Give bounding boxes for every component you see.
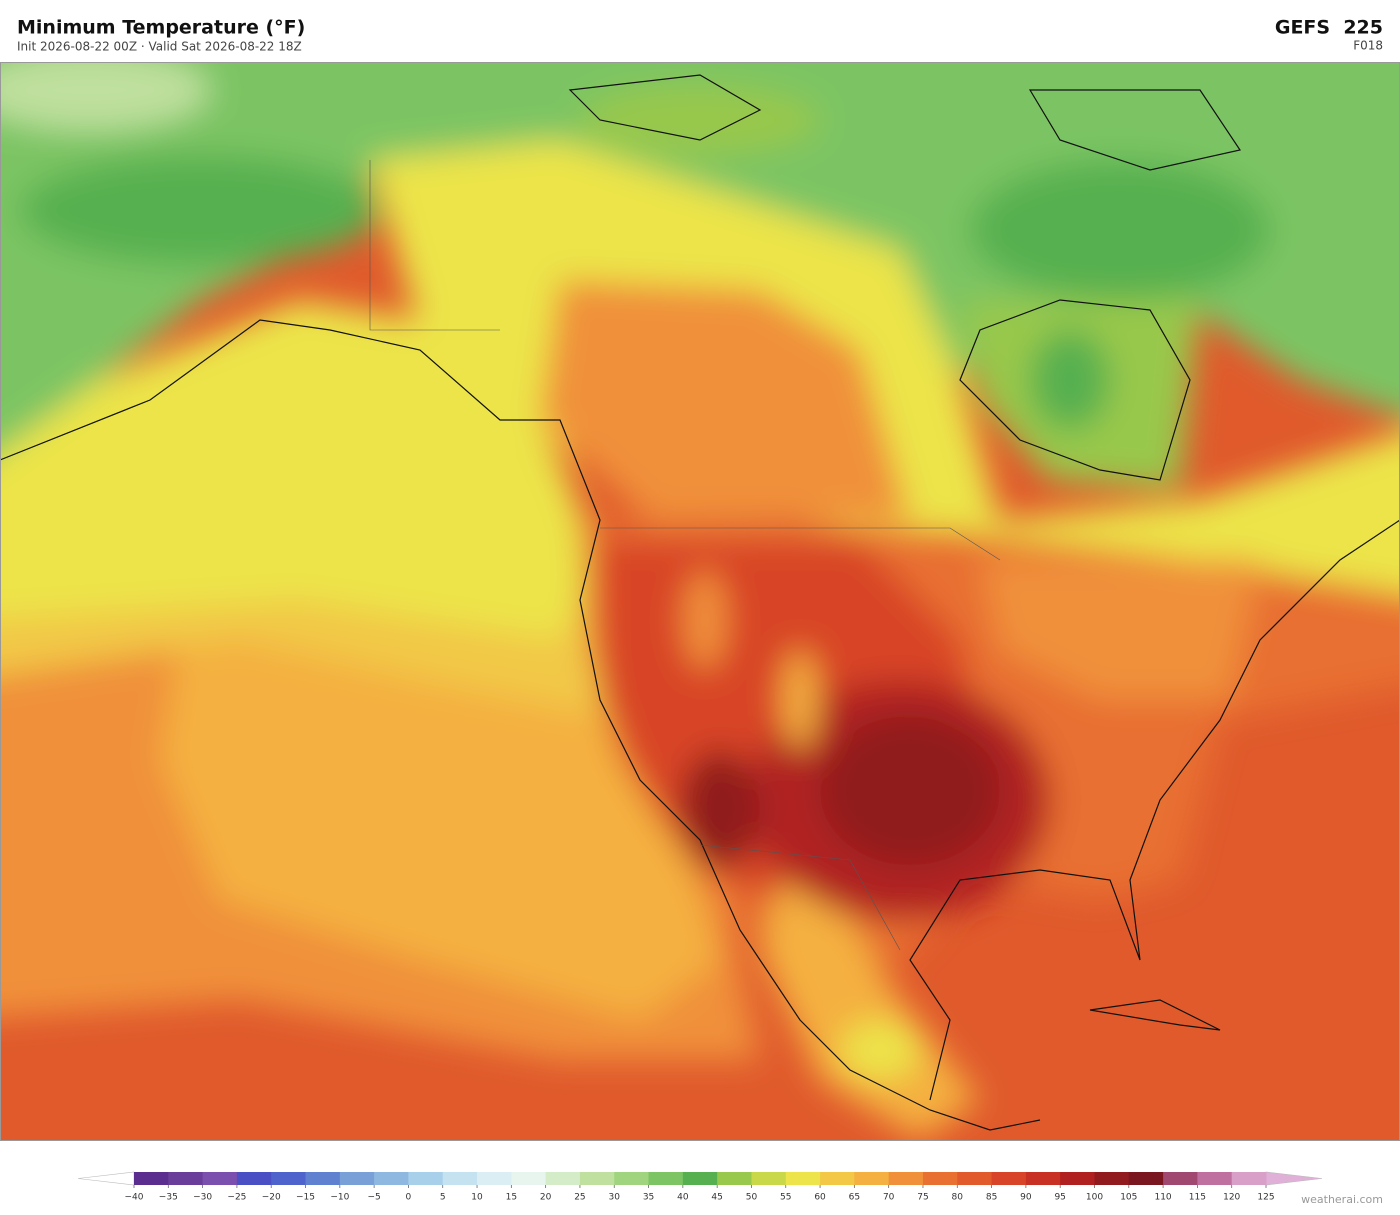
colorbar-tick-label: 5 xyxy=(440,1193,446,1203)
colorbar-tick-label: 120 xyxy=(1223,1193,1240,1203)
colorbar-segment xyxy=(545,1172,581,1185)
colorbar-tick-label: 45 xyxy=(711,1193,722,1203)
colorbar-segment xyxy=(305,1172,341,1185)
colorbar-segment xyxy=(854,1172,890,1185)
colorbar-segment xyxy=(1025,1172,1061,1185)
colorbar-segment xyxy=(477,1172,512,1185)
colorbar-extend-high xyxy=(1265,1171,1323,1186)
colorbar-segment xyxy=(1231,1172,1267,1185)
colorbar-segment xyxy=(408,1172,444,1185)
forecast-hour: F018 xyxy=(1353,39,1383,53)
title: Minimum Temperature (°F) xyxy=(17,17,305,39)
colorbar-segment xyxy=(957,1172,993,1185)
coastlines xyxy=(0,74,1400,1131)
colorbar-tick-label: 105 xyxy=(1120,1193,1137,1203)
colorbar-tick-label: 110 xyxy=(1154,1193,1171,1203)
colorbar-tick-label: 15 xyxy=(506,1193,517,1203)
colorbar-tick-label: 35 xyxy=(643,1193,654,1203)
colorbar-extend-low xyxy=(77,1171,135,1186)
colorbar-tick-label: 115 xyxy=(1189,1193,1206,1203)
colorbar-segment xyxy=(648,1172,684,1185)
colorbar: −40 −35 −30 −25 −20 −15 −10 −5 0 5 10 15 20 25 30 35 40 4… xyxy=(77,1171,1323,1203)
temperature-field xyxy=(0,62,1400,1140)
map xyxy=(0,62,1400,1140)
colorbar-segment xyxy=(1163,1172,1198,1185)
colorbar-tick-label: 40 xyxy=(677,1193,689,1203)
subtitle: Init 2026-08-22 00Z · Valid Sat 2026-08-… xyxy=(17,40,302,54)
colorbar-tick-label: 80 xyxy=(952,1193,964,1203)
colorbar-segment xyxy=(1060,1172,1095,1185)
colorbar-segment xyxy=(614,1172,650,1185)
colorbar-tick-label: −15 xyxy=(296,1193,315,1203)
colorbar-segment xyxy=(1094,1172,1130,1185)
colorbar-tick-label: −30 xyxy=(193,1193,212,1203)
colorbar-tick-label: 100 xyxy=(1086,1193,1103,1203)
colorbar-segment xyxy=(271,1172,307,1185)
colorbar-tick-label: 30 xyxy=(609,1193,621,1203)
model-label: GEFS 225 xyxy=(1275,17,1383,39)
colorbar-tick-label: 85 xyxy=(986,1193,997,1203)
colorbar-tick-label: 125 xyxy=(1257,1193,1274,1203)
colorbar-tick-label: −40 xyxy=(125,1193,144,1203)
colorbar-segment xyxy=(922,1172,958,1185)
colorbar-segment xyxy=(991,1172,1027,1185)
colorbar-segment xyxy=(442,1172,478,1185)
colorbar-tick-label: −35 xyxy=(159,1193,178,1203)
colorbar-segment xyxy=(1197,1172,1233,1185)
watermark: weatherai.com xyxy=(1301,1193,1383,1206)
colorbar-tick-label: 55 xyxy=(780,1193,791,1203)
colorbar-tick-label: 75 xyxy=(917,1193,928,1203)
colorbar-tick-label: −25 xyxy=(227,1193,246,1203)
colorbar-tick-label: 90 xyxy=(1020,1193,1032,1203)
colorbar-tick-label: 95 xyxy=(1054,1193,1065,1203)
colorbar-tick-label: 10 xyxy=(471,1193,483,1203)
colorbar-segment xyxy=(820,1172,855,1185)
colorbar-tick-label: 65 xyxy=(849,1193,860,1203)
colorbar-tick-label: 70 xyxy=(883,1193,895,1203)
colorbar-segment xyxy=(134,1172,169,1185)
colorbar-segment xyxy=(717,1172,752,1185)
colorbar-tick-label: −20 xyxy=(262,1193,281,1203)
colorbar-tick-label: 0 xyxy=(406,1193,412,1203)
colorbar-segment xyxy=(785,1172,821,1185)
colorbar-tick-label: 25 xyxy=(574,1193,585,1203)
colorbar-tick-label: 60 xyxy=(814,1193,826,1203)
colorbar-tick-label: −5 xyxy=(367,1193,380,1203)
colorbar-tick-label: 20 xyxy=(540,1193,552,1203)
colorbar-tick-label: −10 xyxy=(330,1193,349,1203)
colorbar-segment xyxy=(1128,1172,1164,1185)
colorbar-segment xyxy=(888,1172,924,1185)
colorbar-segment xyxy=(751,1172,787,1185)
colorbar-segment xyxy=(168,1172,204,1185)
colorbar-tick-label: 50 xyxy=(746,1193,758,1203)
colorbar-segment xyxy=(682,1172,718,1185)
colorbar-segment xyxy=(339,1172,375,1185)
colorbar-segment xyxy=(579,1172,615,1185)
colorbar-segment xyxy=(202,1172,238,1185)
borders xyxy=(369,160,1001,951)
colorbar-segment xyxy=(374,1172,409,1185)
colorbar-segment xyxy=(511,1172,547,1185)
colorbar-segment xyxy=(236,1172,272,1185)
